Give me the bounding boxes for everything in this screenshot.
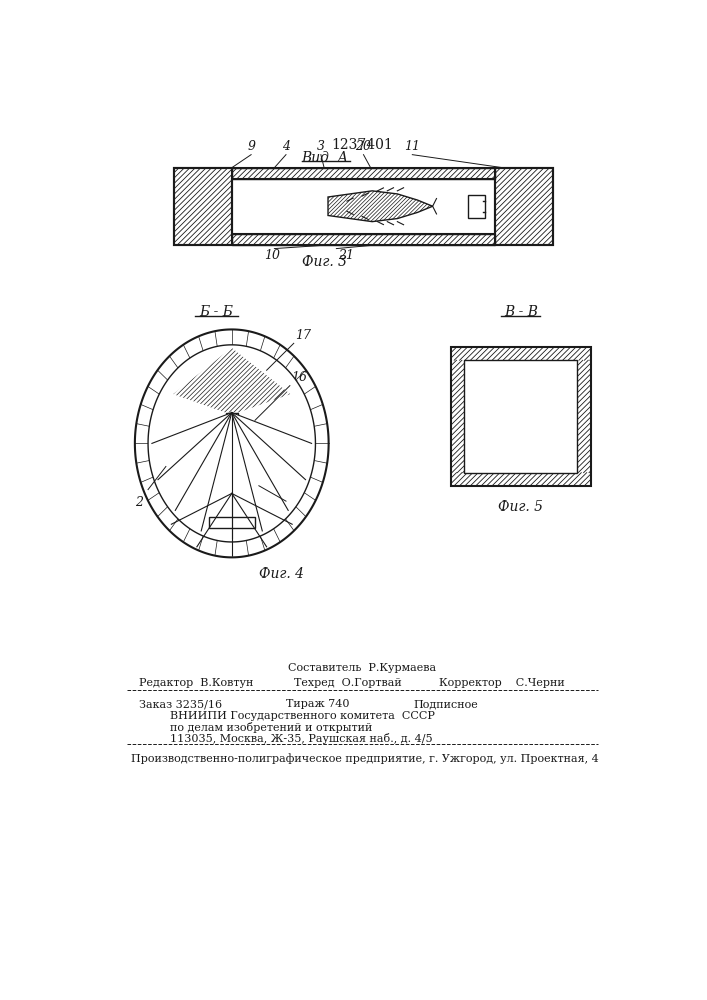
Text: 17: 17 [296,329,311,342]
Bar [232,179,495,234]
Text: Фиг. 3: Фиг. 3 [303,255,347,269]
Bar [451,360,464,473]
Text: Фиг. 5: Фиг. 5 [498,500,543,514]
Text: Производственно-полиграфическое предприятие, г. Ужгород, ул. Проектная, 4: Производственно-полиграфическое предприя… [131,754,599,764]
Text: 9: 9 [247,140,255,153]
Text: 3: 3 [317,140,325,153]
Text: Составитель  Р.Курмаева: Составитель Р.Курмаева [288,663,436,673]
Bar [209,517,255,528]
Text: Б - Б: Б - Б [199,305,233,319]
Text: Заказ 3235/16: Заказ 3235/16 [139,699,222,709]
Text: 11: 11 [404,140,421,153]
Text: 1237401: 1237401 [331,138,393,152]
Bar [468,195,485,218]
Bar [232,168,495,179]
Text: Фиг. 4: Фиг. 4 [259,567,304,581]
Bar [232,234,495,245]
Bar [464,360,578,473]
Bar [226,413,238,517]
Bar [174,168,554,245]
Polygon shape [148,345,315,542]
Bar [495,168,554,245]
Bar [232,168,495,179]
Bar [451,473,590,486]
Bar [451,347,590,360]
Text: Корректор    С.Черни: Корректор С.Черни [440,678,565,688]
Text: 2: 2 [135,496,143,509]
Text: ВНИИПИ Государственного комитета  СССР: ВНИИПИ Государственного комитета СССР [170,711,435,721]
Text: В - В: В - В [504,305,538,319]
Text: Техред  О.Гортвай: Техред О.Гортвай [293,678,402,688]
Text: Тираж 740: Тираж 740 [286,699,349,709]
Text: 15: 15 [274,507,291,520]
PathPatch shape [173,348,291,413]
Bar [495,168,554,245]
Bar [578,360,590,473]
Polygon shape [328,191,433,222]
Bar [232,234,495,245]
Text: 21: 21 [338,249,354,262]
Polygon shape [135,329,329,557]
Polygon shape [152,413,312,538]
Text: по делам изобретений и открытий: по делам изобретений и открытий [170,722,372,733]
Text: 20: 20 [356,140,371,153]
Text: 10: 10 [264,249,280,262]
PathPatch shape [328,191,433,222]
Text: Вид  А: Вид А [301,151,349,165]
Bar [174,168,232,245]
Text: Редактор  В.Ковтун: Редактор В.Ковтун [139,678,253,688]
Bar [451,347,590,486]
Text: 16: 16 [291,371,308,384]
Text: 113035, Москва, Ж-35, Раушская наб., д. 4/5: 113035, Москва, Ж-35, Раушская наб., д. … [170,733,433,744]
Bar [174,168,232,245]
Text: Подписное: Подписное [414,699,479,709]
Text: 4: 4 [282,140,290,153]
